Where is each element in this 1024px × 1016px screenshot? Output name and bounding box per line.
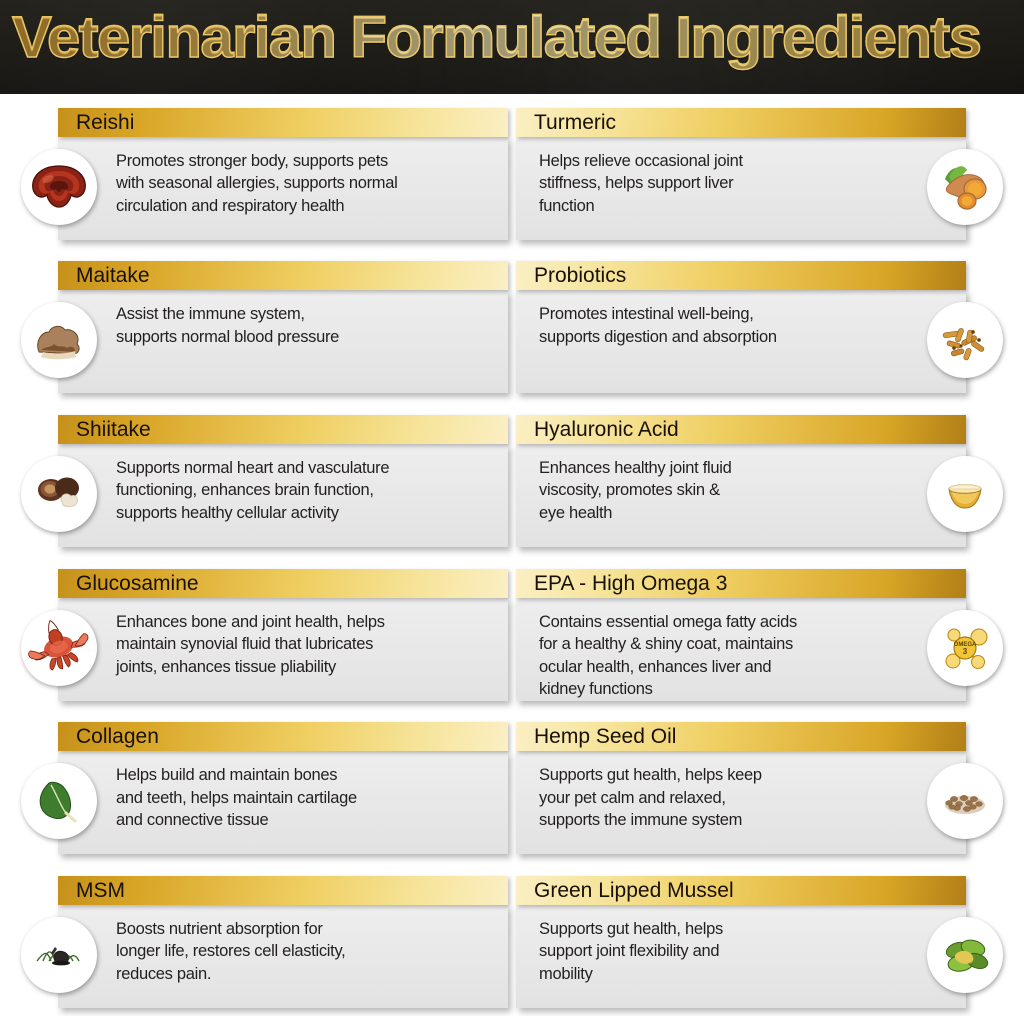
svg-text:3: 3 (963, 647, 968, 656)
